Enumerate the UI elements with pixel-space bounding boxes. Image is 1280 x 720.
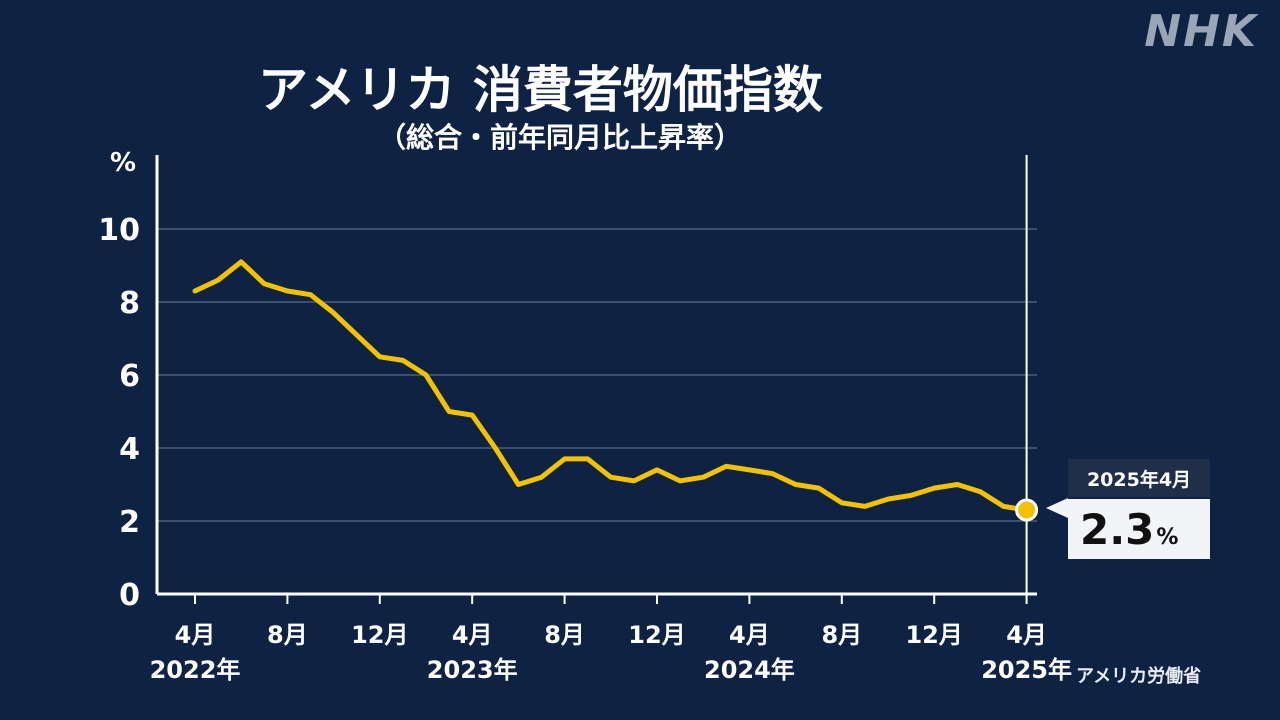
y-tick-label: 8 — [119, 286, 140, 321]
x-tick-label: 12月 — [628, 621, 685, 649]
x-year-label: 2024年 — [704, 656, 795, 684]
callout-pointer — [1046, 498, 1068, 518]
x-tick-label: 8月 — [821, 621, 862, 649]
callout-unit: % — [1156, 525, 1179, 550]
x-tick-label: 4月 — [1006, 621, 1047, 649]
latest-point-marker — [1015, 498, 1039, 522]
x-year-label: 2025年 — [981, 656, 1072, 684]
chart-title: アメリカ 消費者物価指数 — [258, 61, 823, 119]
series-line-cpi — [192, 259, 1030, 513]
y-tick-label: 10 — [98, 213, 140, 248]
callout-value: 2.3 — [1080, 505, 1155, 554]
x-tick-label: 8月 — [544, 621, 585, 649]
x-year-label: 2022年 — [150, 656, 241, 684]
x-tick-label: 4月 — [452, 621, 493, 649]
y-tick-label: 0 — [119, 578, 140, 613]
callout-date-label: 2025年4月 — [1068, 459, 1210, 497]
y-tick-label: 4 — [119, 432, 140, 467]
x-tick-label: 4月 — [729, 621, 770, 649]
y-tick-label: 6 — [119, 359, 140, 394]
x-tick-label: 12月 — [905, 621, 962, 649]
x-tick-label: 4月 — [175, 621, 216, 649]
y-axis-unit: % — [110, 148, 137, 178]
x-tick-label: 8月 — [267, 621, 308, 649]
data-source: アメリカ労働省 — [1076, 666, 1202, 687]
nhk-logo: NHK — [1144, 6, 1258, 57]
callout-value-box: 2.3 % — [1068, 499, 1210, 559]
x-year-label: 2023年 — [427, 656, 518, 684]
x-tick-label: 12月 — [351, 621, 408, 649]
chart-subtitle: （総合・前年同月比上昇率） — [378, 121, 743, 154]
y-tick-label: 2 — [119, 505, 140, 540]
